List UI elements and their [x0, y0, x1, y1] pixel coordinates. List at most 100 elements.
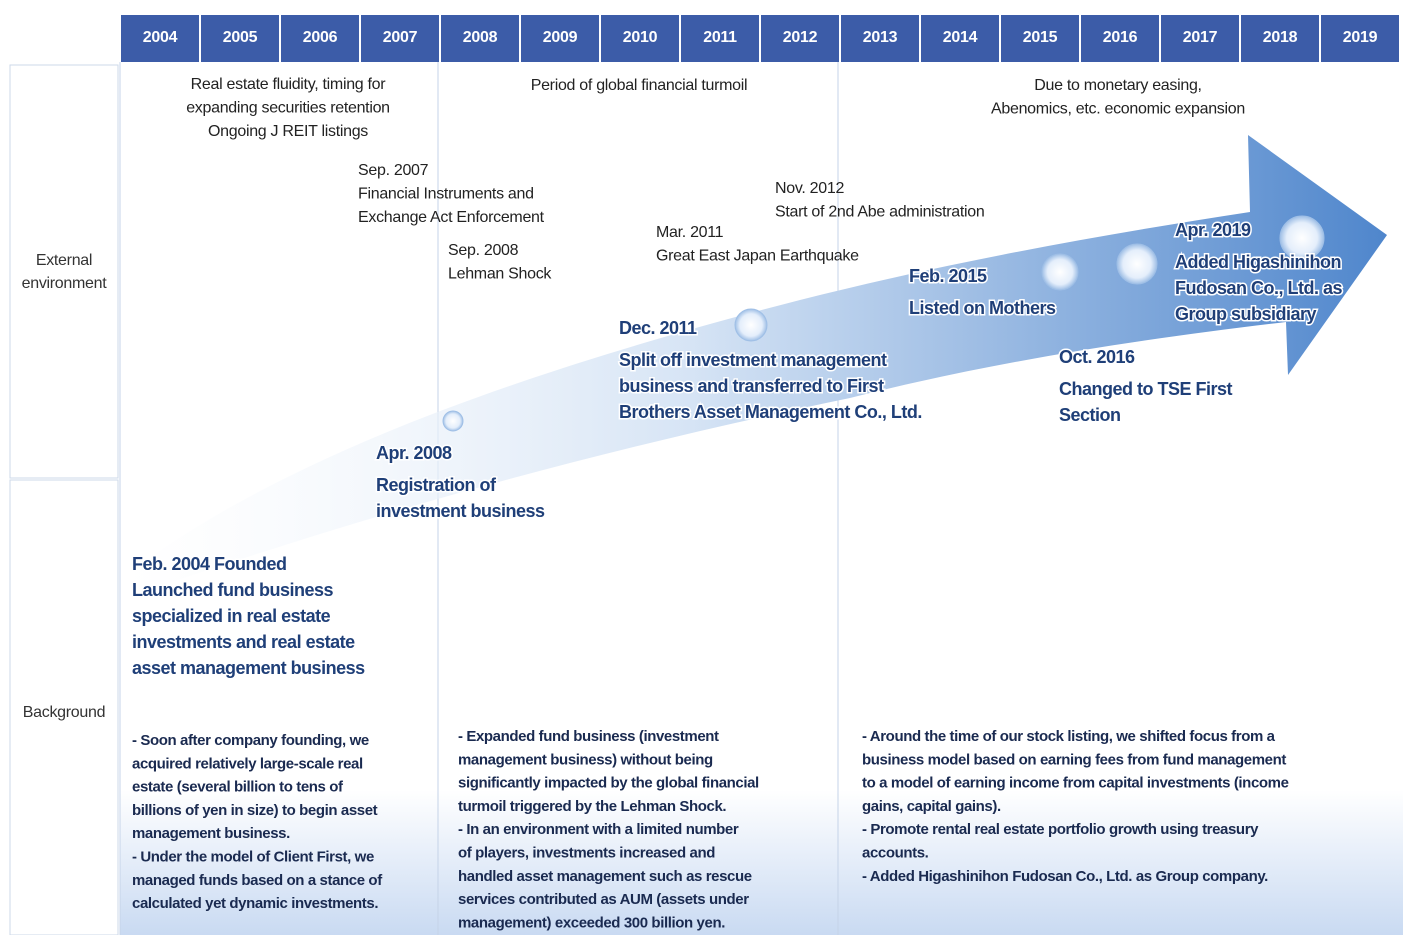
- event-text: Sep. 2008: [448, 242, 519, 259]
- year-label: 2006: [303, 29, 338, 46]
- background-text: accounts.: [862, 844, 929, 861]
- year-cell: [201, 15, 279, 62]
- background-text: turmoil triggered by the Lehman Shock.: [458, 798, 726, 815]
- year-label: 2007: [383, 29, 418, 46]
- milestone-text: business and transferred to First: [619, 376, 884, 396]
- milestone-text: investment business: [376, 501, 545, 521]
- year-label: 2014: [943, 29, 978, 46]
- year-cell: [121, 15, 199, 62]
- period-text: Period of global financial turmoil: [531, 77, 748, 94]
- event-text: Start of 2nd Abe administration: [775, 204, 985, 221]
- milestone-text: Feb. 2004 Founded: [132, 554, 287, 574]
- growth-arrow: [122, 135, 1387, 598]
- year-cell: [1081, 15, 1159, 62]
- milestone-text: asset management business: [132, 658, 365, 678]
- year-label: 2012: [783, 29, 818, 46]
- bubble: [1116, 243, 1158, 285]
- milestone-text: Listed on Mothers: [909, 298, 1056, 318]
- event-text: Financial Instruments and: [358, 186, 534, 203]
- background-fade: [120, 790, 1403, 935]
- period-text: Ongoing J REIT listings: [208, 123, 368, 140]
- milestone-text: investments and real estate: [132, 632, 355, 652]
- milestone-text: Changed to TSE First: [1059, 379, 1233, 399]
- milestone-text: Brothers Asset Management Co., Ltd.: [619, 402, 922, 422]
- year-cell: [1321, 15, 1399, 62]
- milestone-text: Added Higashinihon: [1175, 252, 1341, 272]
- year-cell: [441, 15, 519, 62]
- year-label: 2004: [143, 29, 178, 46]
- year-label: 2017: [1183, 29, 1218, 46]
- background-text: business model based on earning fees fro…: [862, 751, 1286, 768]
- background-text: - Soon after company founding, we: [132, 732, 369, 749]
- background-text: managed funds based on a stance of: [132, 872, 383, 889]
- bubble: [442, 410, 464, 432]
- year-cell: [921, 15, 999, 62]
- bubble: [1041, 253, 1079, 291]
- milestone-text: Oct. 2016: [1059, 347, 1135, 367]
- event-text: Lehman Shock: [448, 266, 552, 283]
- event-text: Great East Japan Earthquake: [656, 248, 859, 265]
- row-box: [9, 479, 119, 935]
- row-label: External: [36, 252, 92, 269]
- milestone-text: Launched fund business: [132, 580, 334, 600]
- background-text: management business.: [132, 825, 290, 842]
- year-label: 2008: [463, 29, 498, 46]
- background-text: management) exceeded 300 billion yen.: [458, 914, 725, 931]
- period-text: Due to monetary easing,: [1034, 77, 1201, 94]
- background-text: of players, investments increased and: [458, 844, 715, 861]
- year-cell: [1161, 15, 1239, 62]
- year-cell: [281, 15, 359, 62]
- year-cell: [1241, 15, 1319, 62]
- period-text: expanding securities retention: [186, 100, 390, 117]
- background-text: significantly impacted by the global fin…: [458, 775, 759, 792]
- event-text: Nov. 2012: [775, 180, 844, 197]
- background-text: services contributed as AUM (assets unde…: [458, 891, 749, 908]
- background-text: - Promote rental real estate portfolio g…: [862, 821, 1259, 838]
- period-text: Real estate fluidity, timing for: [191, 76, 387, 93]
- background-text: - Expanded fund business (investment: [458, 728, 719, 745]
- background-text: acquired relatively large-scale real: [132, 755, 363, 772]
- year-cell: [841, 15, 919, 62]
- background-text: gains, capital gains).: [862, 798, 1001, 815]
- background-text: management business) without being: [458, 751, 713, 768]
- year-label: 2016: [1103, 29, 1138, 46]
- background-text: estate (several billion to tens of: [132, 779, 344, 796]
- period-text: Abenomics, etc. economic expansion: [991, 101, 1245, 118]
- milestone-text: Fudosan Co., Ltd. as: [1175, 278, 1342, 298]
- background-text: - Added Higashinihon Fudosan Co., Ltd. a…: [862, 868, 1268, 885]
- year-label: 2018: [1263, 29, 1298, 46]
- bubble: [734, 308, 768, 342]
- year-label: 2015: [1023, 29, 1058, 46]
- event-text: Sep. 2007: [358, 162, 429, 179]
- year-label: 2019: [1343, 29, 1378, 46]
- year-cell: [1001, 15, 1079, 62]
- year-label: 2011: [703, 29, 737, 46]
- milestone-text: specialized in real estate: [132, 606, 331, 626]
- milestone-text: Registration of: [376, 475, 497, 495]
- event-text: Mar. 2011: [656, 224, 724, 241]
- year-cell: [361, 15, 439, 62]
- milestone-text: Section: [1059, 405, 1121, 425]
- background-text: billions of yen in size) to begin asset: [132, 802, 378, 819]
- milestone-text: Group subsidiary: [1175, 304, 1317, 324]
- year-label: 2013: [863, 29, 898, 46]
- year-label: 2010: [623, 29, 658, 46]
- year-cell: [521, 15, 599, 62]
- row-box: [9, 64, 119, 479]
- milestone-text: Apr. 2008: [376, 443, 452, 463]
- background-text: to a model of earning income from capita…: [862, 775, 1289, 792]
- background-text: - Around the time of our stock listing, …: [862, 728, 1276, 745]
- milestone-text: Apr. 2019: [1175, 220, 1251, 240]
- year-label: 2009: [543, 29, 578, 46]
- event-text: Exchange Act Enforcement: [358, 209, 545, 226]
- background-text: handled asset management such as rescue: [458, 868, 752, 885]
- milestone-text: Feb. 2015: [909, 266, 987, 286]
- row-label: environment: [22, 275, 108, 292]
- year-cell: [681, 15, 759, 62]
- background-text: - In an environment with a limited numbe…: [458, 821, 739, 838]
- year-cell: [601, 15, 679, 62]
- year-cell: [761, 15, 839, 62]
- milestone-text: Split off investment management: [619, 350, 887, 370]
- background-text: calculated yet dynamic investments.: [132, 895, 378, 912]
